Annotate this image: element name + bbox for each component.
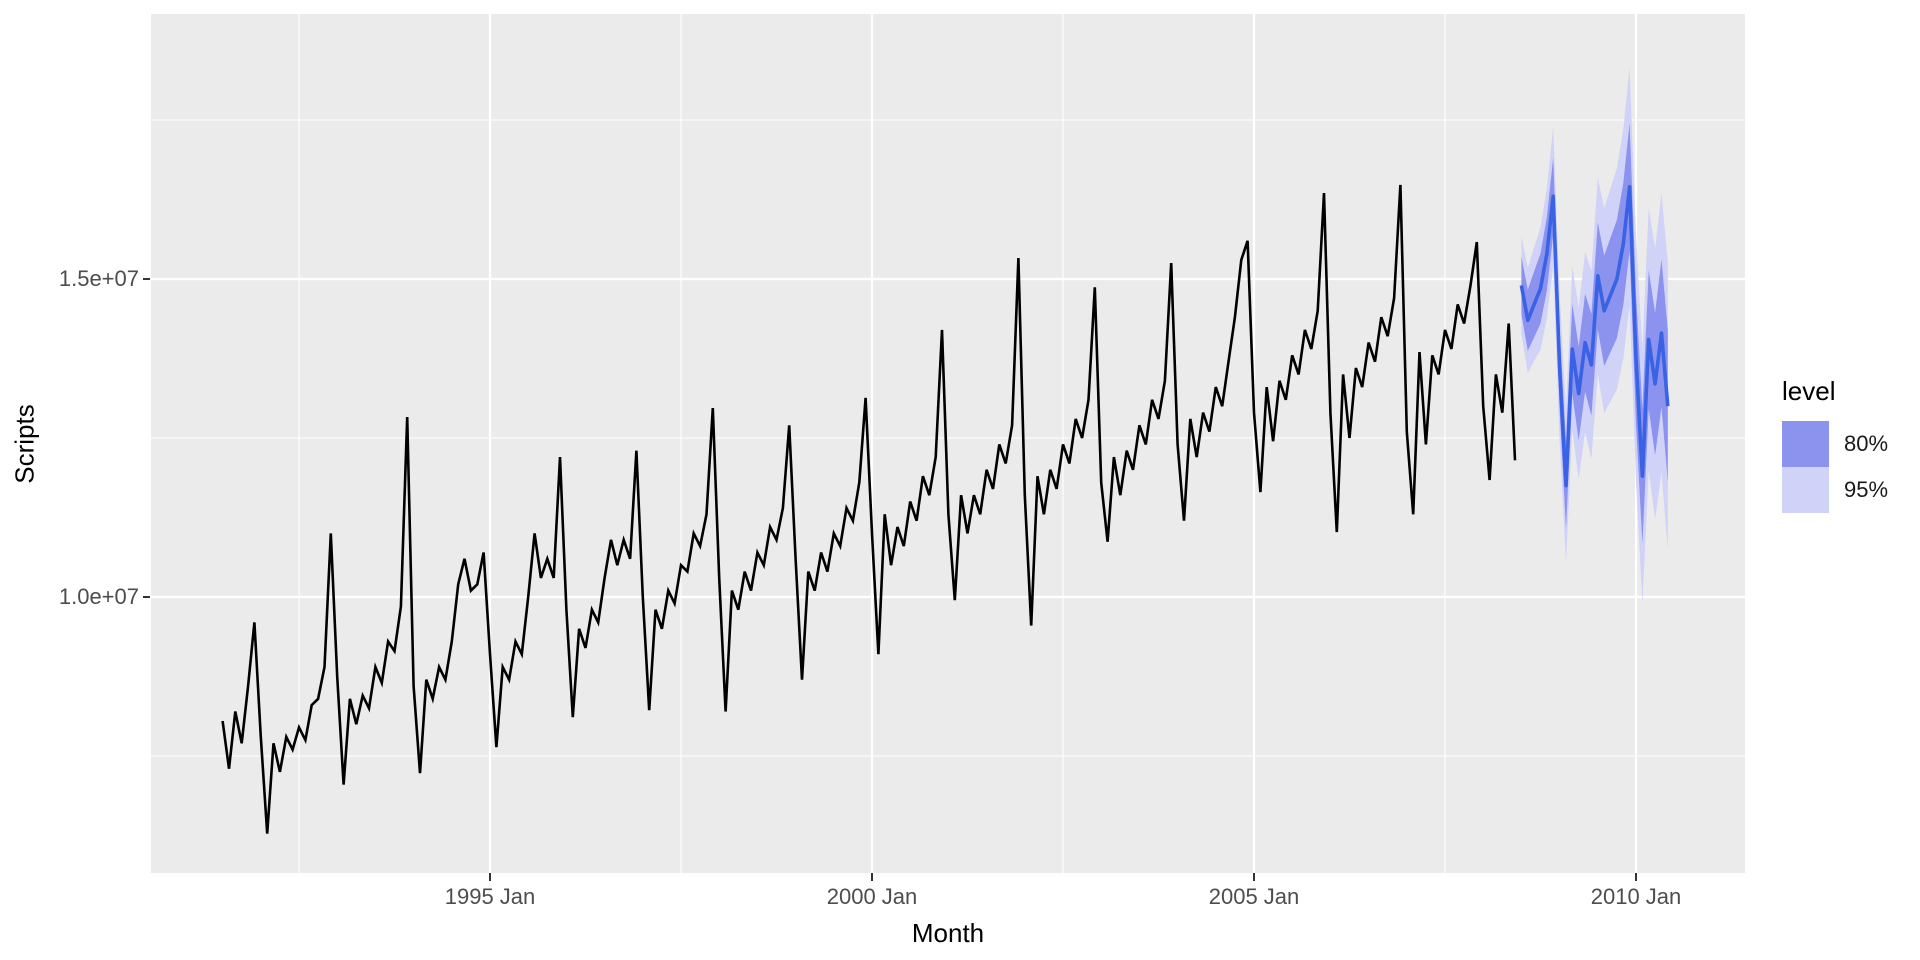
x-axis-tick-label: 2005 Jan [1208,884,1300,909]
y-axis-title: Scripts [9,404,40,484]
legend-title: level [1782,376,1836,406]
legend-item-80: 80% [1782,421,1888,467]
x-axis-tick-label: 2000 Jan [826,884,918,909]
x-axis-tick-label: 2010 Jan [1590,884,1682,909]
legend-swatch-95-icon [1782,467,1829,513]
x-axis-title: Month [911,918,985,948]
x-axis-tick-label: 1995 Jan [444,884,536,909]
y-axis-tick-label: 1.5e+07 [58,266,139,291]
y-axis-tick-label: 1.0e+07 [58,584,139,609]
history-line [221,184,1517,834]
legend-item-95: 95% [1782,467,1888,513]
legend: level 80% 95% [1782,376,1888,513]
legend-label-80: 80% [1844,431,1889,456]
forecast-line [1519,185,1670,488]
legend-label-95: 95% [1844,477,1889,502]
plot-panel [151,14,1745,873]
legend-swatch-80-icon [1782,421,1829,467]
